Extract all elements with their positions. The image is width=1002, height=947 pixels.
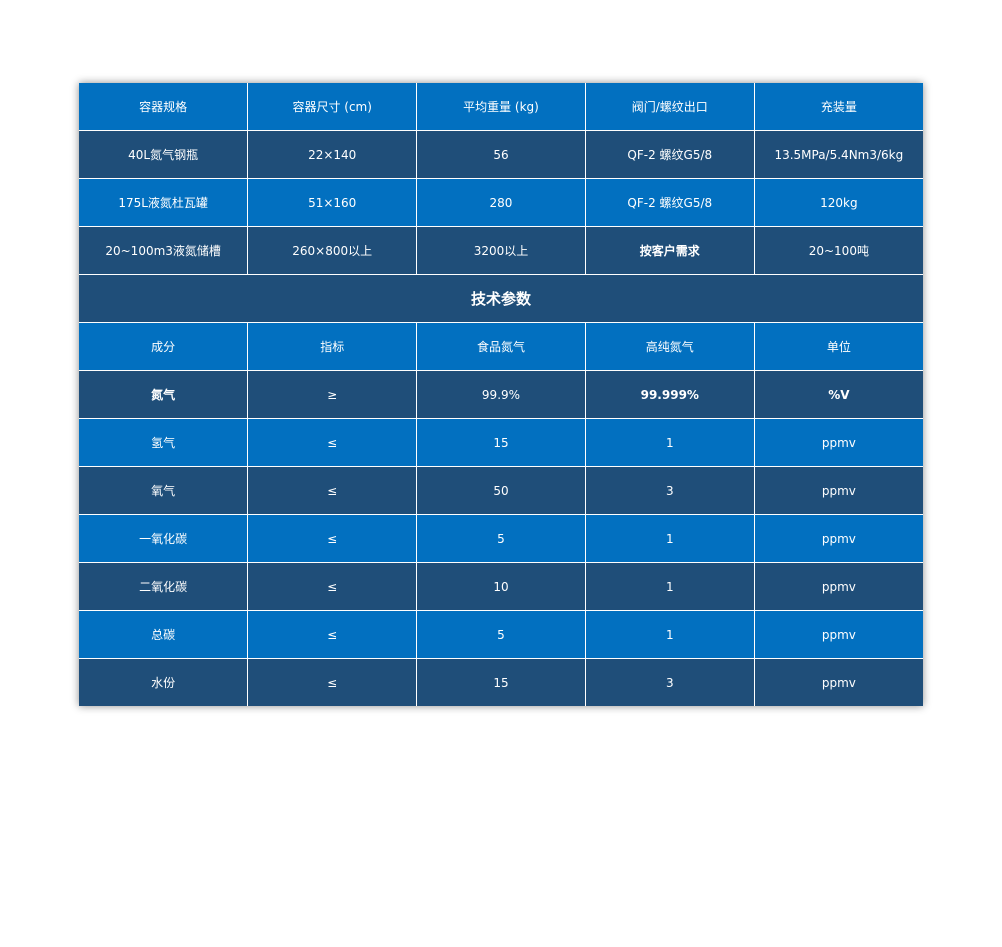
specs-title: 技术参数 xyxy=(79,274,923,323)
nitrogen-spec-table: 容器规格 容器尺寸 (cm) 平均重量 (kg) 阀门/螺纹出口 充装量 40L氮气钢瓶 2… xyxy=(79,83,923,706)
table-cell: ≤ xyxy=(247,658,418,706)
table-cell: 99.9% xyxy=(416,370,586,419)
table-cell: 10 xyxy=(416,562,586,611)
table-cell: 3200以上 xyxy=(416,226,586,275)
table-cell: 20~100m3液氮储槽 xyxy=(79,226,249,275)
table-cell: 高纯氮气 xyxy=(584,322,755,371)
table-cell: 20~100吨 xyxy=(753,226,923,275)
table-cell: 120kg xyxy=(753,178,923,227)
table-cell: ppmv xyxy=(753,418,923,467)
specs-header-row: 成分 指标 食品氮气 高纯氮气 单位 xyxy=(79,322,923,371)
table-cell: 1 xyxy=(584,418,755,467)
table-cell: 二氧化碳 xyxy=(79,562,249,611)
table-cell: 260×800以上 xyxy=(247,226,418,275)
table-cell: ppmv xyxy=(753,514,923,563)
table-cell: 成分 xyxy=(79,322,249,371)
table-cell: 3 xyxy=(584,658,755,706)
table-cell: ≤ xyxy=(247,514,418,563)
specs-row: 氮气 ≥99.9% 99.999% %V xyxy=(79,370,923,419)
specs-row: 水份 ≤15 3 ppmv xyxy=(79,658,923,706)
table-cell: 氢气 xyxy=(79,418,249,467)
table-cell: ≤ xyxy=(247,466,418,515)
table-cell: 容器尺寸 (cm) xyxy=(247,83,418,131)
container-row: 40L氮气钢瓶 22×140 56 QF-2 螺纹G5/8 13.5MPa/5.4Nm3… xyxy=(79,130,923,179)
container-header-row: 容器规格 容器尺寸 (cm) 平均重量 (kg) 阀门/螺纹出口 充装量 xyxy=(79,83,923,131)
specs-row: 总碳 ≤5 1 ppmv xyxy=(79,610,923,659)
table-cell: 食品氮气 xyxy=(416,322,586,371)
table-cell: 水份 xyxy=(79,658,249,706)
table-cell: 56 xyxy=(416,130,586,179)
table-cell: 175L液氮杜瓦罐 xyxy=(79,178,249,227)
table-cell: 280 xyxy=(416,178,586,227)
table-cell: ppmv xyxy=(753,610,923,659)
table-cell: 3 xyxy=(584,466,755,515)
table-cell: ≥ xyxy=(247,370,418,419)
table-cell: 13.5MPa/5.4Nm3/6kg xyxy=(753,130,923,179)
table-cell: 阀门/螺纹出口 xyxy=(584,83,755,131)
table-cell: 5 xyxy=(416,610,586,659)
container-row: 20~100m3液氮储槽 260×800以上 3200以上 按客户需求 20~100吨 xyxy=(79,226,923,275)
specs-row: 氧气 ≤50 3 ppmv xyxy=(79,466,923,515)
table-cell: 50 xyxy=(416,466,586,515)
table-cell: ≤ xyxy=(247,610,418,659)
specs-row: 二氧化碳 ≤10 1 ppmv xyxy=(79,562,923,611)
table-cell: ppmv xyxy=(753,658,923,706)
table-cell: 单位 xyxy=(753,322,923,371)
table-cell: 1 xyxy=(584,562,755,611)
specs-row: 一氧化碳 ≤5 1 ppmv xyxy=(79,514,923,563)
table-cell: 平均重量 (kg) xyxy=(416,83,586,131)
table-cell: 按客户需求 xyxy=(584,226,755,275)
table-cell: 15 xyxy=(416,418,586,467)
table-cell: 指标 xyxy=(247,322,418,371)
table-cell: 氮气 xyxy=(79,370,249,419)
table-cell: 51×160 xyxy=(247,178,418,227)
table-cell: 总碳 xyxy=(79,610,249,659)
table-cell: 5 xyxy=(416,514,586,563)
table-cell: QF-2 螺纹G5/8 xyxy=(584,130,755,179)
table-cell: 氧气 xyxy=(79,466,249,515)
table-cell: ppmv xyxy=(753,562,923,611)
table-cell: 40L氮气钢瓶 xyxy=(79,130,249,179)
table-cell: 一氧化碳 xyxy=(79,514,249,563)
container-row: 175L液氮杜瓦罐 51×160 280 QF-2 螺纹G5/8 120kg xyxy=(79,178,923,227)
table-cell: 1 xyxy=(584,514,755,563)
table-cell: ppmv xyxy=(753,466,923,515)
table-cell: 1 xyxy=(584,610,755,659)
table-cell: 容器规格 xyxy=(79,83,249,131)
table-cell: %V xyxy=(753,370,923,419)
table-cell: 99.999% xyxy=(584,370,755,419)
table-cell: QF-2 螺纹G5/8 xyxy=(584,178,755,227)
table-cell: ≤ xyxy=(247,562,418,611)
table-cell: 充装量 xyxy=(753,83,923,131)
specs-row: 氢气 ≤15 1 ppmv xyxy=(79,418,923,467)
table-cell: 15 xyxy=(416,658,586,706)
table-cell: 22×140 xyxy=(247,130,418,179)
table-cell: ≤ xyxy=(247,418,418,467)
specs-title-row: 技术参数 xyxy=(79,274,923,323)
